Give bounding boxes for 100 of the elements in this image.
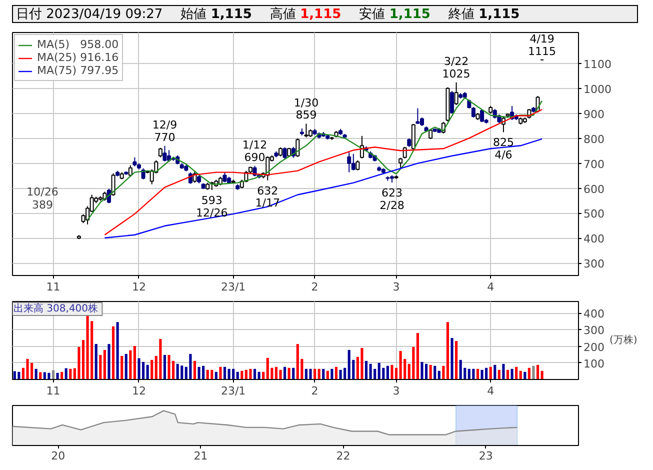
y-tick-label: 400: [584, 308, 604, 321]
bar: [34, 368, 38, 380]
bar: [240, 370, 244, 380]
legend-label: MA(5) 958.00: [37, 38, 119, 51]
bar: [326, 370, 329, 380]
candlestick: [356, 160, 360, 171]
annotation: 623 2/28: [380, 186, 404, 212]
x-tick-label: 3: [392, 384, 400, 398]
bar: [146, 364, 149, 380]
bar: [64, 368, 68, 380]
chart-title: 日付 2023/04/19 09:27 始値 1,115 高値 1,115 安値 1,115 終値 1,115: [16, 7, 520, 22]
candlestick: [222, 172, 227, 183]
bar: [228, 368, 230, 380]
bar: [420, 362, 424, 380]
bar: [296, 344, 299, 380]
bar: [442, 366, 445, 380]
candlestick: [282, 146, 287, 160]
bar: [378, 362, 380, 380]
bar: [472, 368, 475, 380]
bar: [82, 340, 85, 380]
candlestick: [304, 123, 308, 138]
x-tick-label: 11: [46, 384, 60, 398]
bar: [168, 354, 170, 380]
bar: [476, 368, 480, 380]
bar: [206, 370, 209, 380]
bar: [394, 368, 398, 380]
bar: [502, 364, 505, 380]
x-tick-label: 2: [311, 280, 318, 294]
bar: [416, 333, 419, 380]
x-tick-label: 11: [46, 280, 60, 294]
bar: [480, 370, 484, 380]
line-series: [86, 97, 543, 221]
chart-title: 出来高 308,400株: [14, 302, 98, 314]
bar: [506, 370, 510, 380]
bar: [434, 366, 436, 380]
candlestick: [162, 145, 167, 162]
y-tick-label: 100: [584, 357, 604, 370]
candlestick: [411, 123, 416, 150]
bar: [108, 344, 110, 380]
annotation: 632 1/17: [255, 184, 280, 210]
x-tick-label: 20: [51, 450, 66, 462]
candlestick: [398, 157, 403, 169]
bar: [536, 364, 540, 380]
bar: [288, 368, 290, 380]
bar: [266, 358, 269, 380]
bar: [56, 372, 59, 380]
bar: [219, 366, 222, 380]
bar: [150, 360, 154, 380]
x-tick-label: 2: [311, 384, 318, 398]
bar: [424, 364, 428, 380]
bar: [163, 354, 166, 380]
annotation: 10/26 389: [26, 186, 58, 212]
bar: [390, 364, 394, 380]
bar: [142, 362, 145, 380]
bar: [279, 370, 282, 380]
bar: [52, 370, 55, 380]
x-tick-label: 21: [194, 450, 208, 462]
y-tick-label: 700: [584, 158, 604, 171]
bar: [283, 366, 286, 380]
bar: [322, 368, 325, 380]
bar: [94, 344, 98, 380]
candlestick: [351, 153, 356, 171]
y-tick-label: 900: [584, 108, 604, 121]
bar: [532, 366, 535, 380]
x-tick-label: 23: [478, 450, 493, 462]
bar: [412, 346, 415, 380]
bar: [86, 314, 89, 380]
candlestick: [402, 146, 407, 159]
bar: [455, 341, 458, 380]
bar: [489, 366, 492, 380]
bar: [198, 366, 200, 380]
bar: [386, 366, 389, 380]
bar: [304, 368, 308, 380]
bar: [519, 370, 522, 380]
bar: [39, 372, 42, 380]
y-tick-label: 600: [584, 182, 604, 196]
bar: [438, 370, 440, 380]
bar: [180, 366, 184, 380]
annotation: 12/9 770: [152, 118, 178, 144]
bar: [528, 368, 530, 380]
bar: [364, 360, 368, 380]
x-tick-label: 12: [132, 280, 146, 294]
bar: [116, 322, 119, 380]
bar: [232, 368, 235, 380]
annotation: 593 12/26: [196, 194, 228, 220]
x-tick-label: 4: [487, 280, 494, 294]
bar: [450, 338, 454, 380]
bar: [124, 354, 128, 380]
bar: [120, 356, 124, 380]
candlestick: [347, 152, 352, 173]
y-tick-label: 200: [584, 340, 604, 354]
bar: [468, 368, 470, 380]
y-tick-label: 1100: [584, 58, 612, 72]
bar: [369, 364, 372, 380]
y-tick-label: 1000: [584, 83, 612, 96]
candlestick: [471, 106, 476, 118]
x-tick-label: 23/1: [220, 384, 246, 398]
bar: [43, 372, 46, 380]
bar: [446, 322, 450, 380]
candlestick: [128, 164, 132, 178]
